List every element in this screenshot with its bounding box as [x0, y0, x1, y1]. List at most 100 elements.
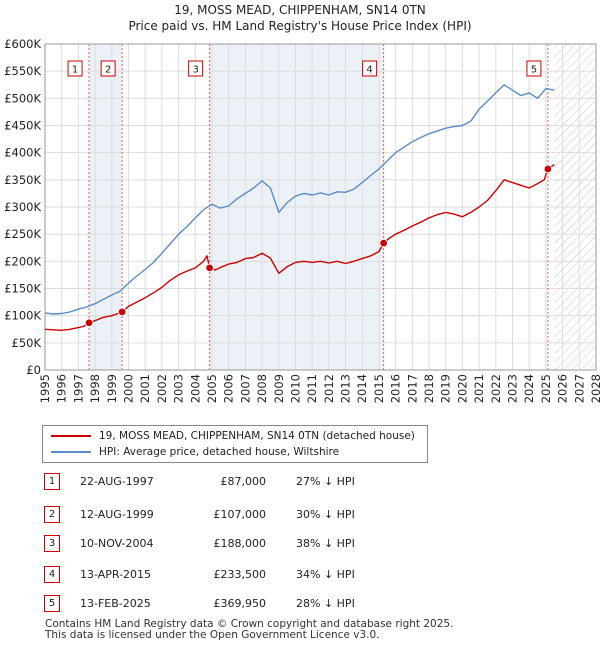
x-tick-label: 2013 [339, 374, 353, 403]
legend-label-hpi: HPI: Average price, detached house, Wilt… [99, 446, 340, 458]
sale-number-badge: 5 [44, 595, 60, 612]
x-tick-label: 1996 [55, 374, 69, 403]
sale-date: 10-NOV-2004 [80, 537, 154, 550]
legend-label-property: 19, MOSS MEAD, CHIPPENHAM, SN14 0TN (det… [99, 430, 415, 442]
sale-number-badge: 4 [44, 566, 60, 583]
plot-frame [44, 43, 597, 371]
sale-price: £107,000 [213, 508, 267, 521]
sale-price: £369,950 [213, 597, 267, 610]
legend-line-blue [51, 451, 91, 453]
sale-number-badge: 2 [44, 506, 60, 523]
x-tick-label: 1999 [105, 374, 119, 403]
sale-point [117, 307, 127, 317]
hpi-line [44, 84, 555, 315]
sale-row: 2 12-AUG-1999 £107,000 30% ↓ HPI [40, 506, 600, 524]
x-tick-label: 2024 [522, 374, 536, 403]
y-tick-label: £600K [4, 37, 41, 51]
chart-subtitle: Price paid vs. HM Land Registry's House … [128, 19, 471, 33]
x-tick-label: 2010 [288, 374, 302, 403]
x-tick-label: 1998 [88, 374, 102, 403]
x-tick-label: 2015 [372, 374, 386, 403]
y-tick-label: £100K [4, 309, 41, 323]
sale-label-number: 4 [366, 65, 372, 76]
x-tick-label: 2028 [589, 374, 600, 403]
sale-hpi-diff: 34% ↓ HPI [296, 568, 355, 581]
x-tick-label: 2002 [155, 374, 169, 403]
sale-label-box [188, 60, 204, 77]
sale-row: 3 10-NOV-2004 £188,000 38% ↓ HPI [40, 535, 600, 553]
legend-item-hpi: HPI: Average price, detached house, Wilt… [51, 445, 339, 459]
x-tick-label: 2011 [305, 374, 319, 403]
attribution-footer: Contains HM Land Registry data © Crown c… [45, 619, 453, 641]
sale-label-box [526, 60, 542, 77]
footer-line-2: This data is licensed under the Open Gov… [45, 629, 380, 641]
x-tick-label: 1995 [38, 374, 52, 403]
x-tick-label: 2026 [556, 374, 570, 403]
sale-label-box [362, 60, 378, 77]
sale-row: 5 13-FEB-2025 £369,950 28% ↓ HPI [40, 595, 600, 613]
sale-row: 1 22-AUG-1997 £87,000 27% ↓ HPI [40, 473, 600, 491]
sale-hpi-diff: 30% ↓ HPI [296, 508, 355, 521]
x-tick-label: 1997 [71, 374, 85, 403]
sale-label-number: 2 [105, 65, 111, 76]
x-tick-label: 2012 [322, 374, 336, 403]
x-tick-label: 2000 [121, 374, 135, 403]
legend-item-property: 19, MOSS MEAD, CHIPPENHAM, SN14 0TN (det… [51, 429, 415, 443]
x-tick-label: 2016 [389, 374, 403, 403]
sale-row: 4 13-APR-2015 £233,500 34% ↓ HPI [40, 566, 600, 584]
x-tick-label: 2005 [205, 374, 219, 403]
sale-number-badge: 1 [44, 473, 60, 490]
sale-label-box [100, 60, 116, 77]
footer-line-1: Contains HM Land Registry data © Crown c… [45, 618, 454, 630]
x-tick-label: 2009 [272, 374, 286, 403]
sale-price: £188,000 [213, 537, 267, 550]
sale-date: 12-AUG-1999 [80, 508, 154, 521]
sale-price: £87,000 [220, 475, 267, 488]
x-tick-label: 2020 [455, 374, 469, 403]
y-tick-label: £400K [4, 146, 41, 160]
x-tick-label: 2025 [539, 374, 553, 403]
y-tick-label: £0 [26, 363, 41, 377]
sale-hpi-diff: 38% ↓ HPI [296, 537, 355, 550]
y-tick-label: £50K [12, 336, 42, 350]
x-tick-label: 2022 [489, 374, 503, 403]
x-tick-label: 2018 [422, 374, 436, 403]
y-tick-label: £300K [4, 200, 41, 214]
x-tick-label: 2023 [506, 374, 520, 403]
y-tick-label: £150K [4, 282, 41, 296]
x-tick-label: 2021 [472, 374, 486, 403]
sale-point [205, 263, 214, 273]
y-tick-label: £350K [4, 173, 41, 187]
y-tick-label: £200K [4, 254, 41, 268]
x-tick-label: 2006 [222, 374, 236, 403]
legend-line-red [51, 435, 91, 437]
y-tick-label: £500K [4, 91, 41, 105]
sale-point [84, 318, 94, 327]
y-tick-label: £250K [4, 227, 41, 241]
sale-label-number: 5 [531, 65, 537, 76]
sale-price: £233,500 [213, 568, 267, 581]
sale-label-number: 3 [192, 65, 198, 76]
sale-label-box [67, 60, 83, 77]
sale-hpi-diff: 28% ↓ HPI [296, 597, 355, 610]
sale-point [379, 238, 388, 248]
sale-date: 13-FEB-2025 [80, 597, 151, 610]
chart-legend: 19, MOSS MEAD, CHIPPENHAM, SN14 0TN (det… [42, 425, 428, 463]
x-tick-label: 2008 [255, 374, 269, 403]
chart-title: 19, MOSS MEAD, CHIPPENHAM, SN14 0TN [174, 3, 426, 17]
x-tick-label: 2001 [138, 374, 152, 403]
sale-date: 22-AUG-1997 [80, 475, 154, 488]
x-tick-label: 2003 [172, 374, 186, 403]
sale-point [543, 164, 553, 174]
x-tick-label: 2019 [439, 374, 453, 403]
sale-number-badge: 3 [44, 535, 60, 552]
sale-date: 13-APR-2015 [80, 568, 152, 581]
sale-hpi-diff: 27% ↓ HPI [296, 475, 355, 488]
x-tick-label: 2007 [238, 374, 252, 403]
sale-label-number: 1 [72, 65, 78, 76]
x-tick-label: 2017 [405, 374, 419, 403]
x-tick-label: 2004 [188, 374, 202, 403]
y-tick-label: £550K [4, 64, 41, 78]
x-tick-label: 2027 [572, 374, 586, 403]
x-tick-label: 2014 [355, 374, 369, 403]
